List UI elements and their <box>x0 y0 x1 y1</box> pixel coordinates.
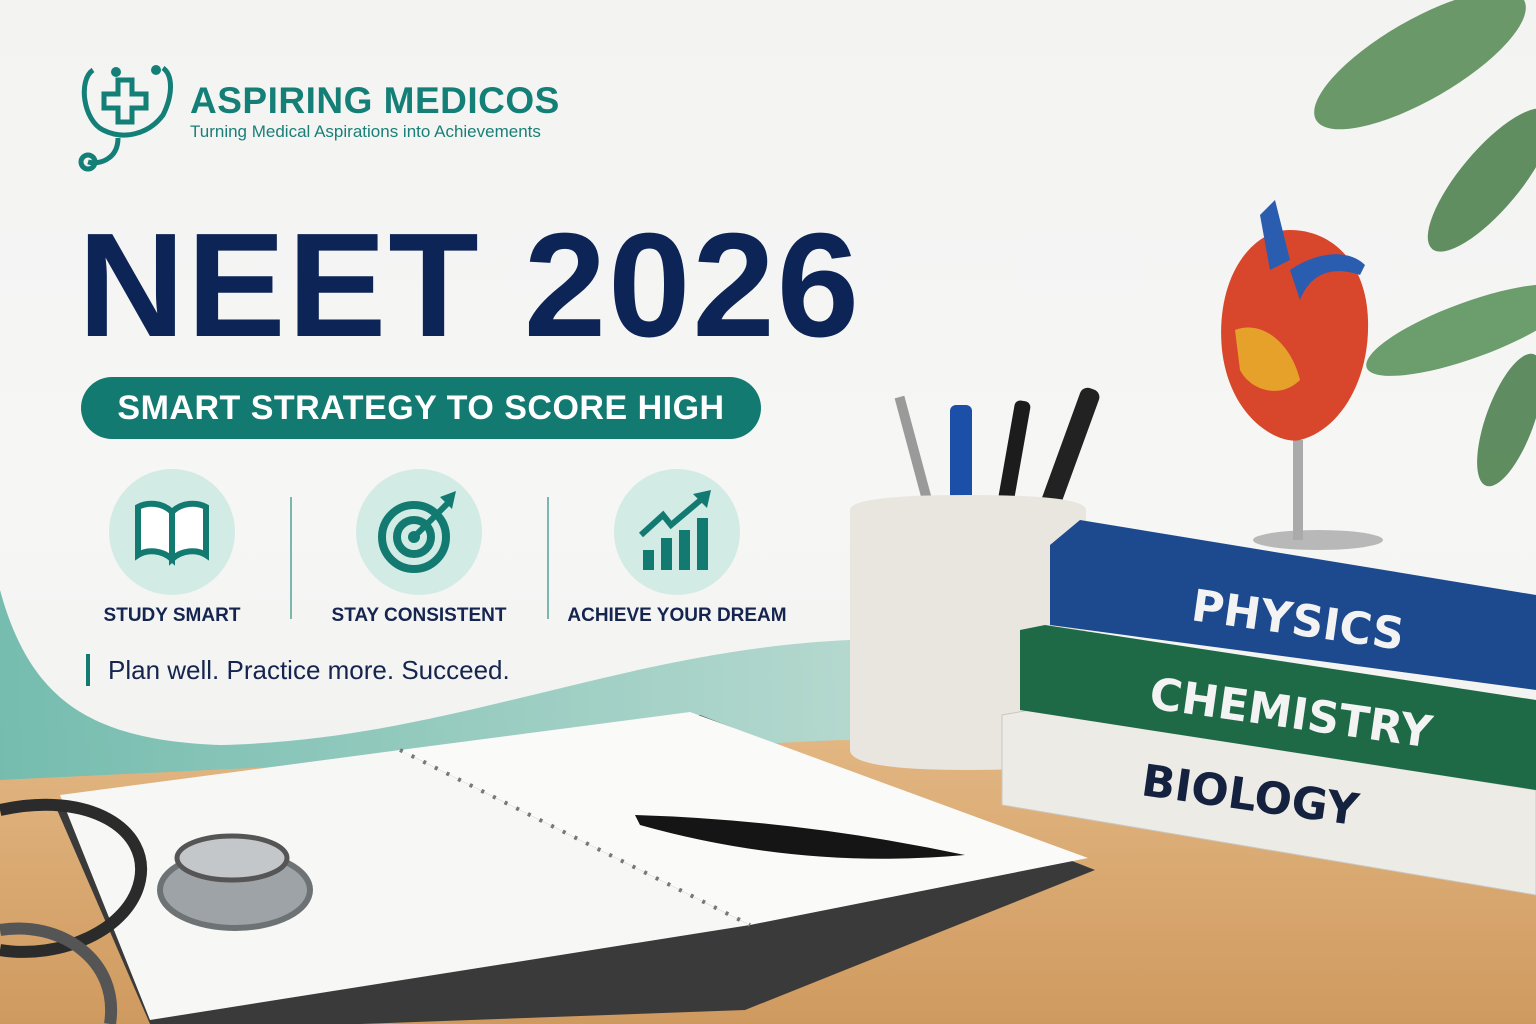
open-book-icon <box>109 469 235 595</box>
feature-achieve-dream: ACHIEVE YOUR DREAM <box>552 469 802 627</box>
logo-stethoscope-cross-icon <box>78 65 173 172</box>
headline: NEET 2026 <box>78 203 862 368</box>
brand-tagline: Turning Medical Aspirations into Achieve… <box>190 122 541 141</box>
feature-label: STUDY SMART <box>103 605 241 626</box>
plant-leaves <box>1314 0 1536 487</box>
book-stack: PHYSICS CHEMISTRY BIOLOGY <box>1001 520 1536 896</box>
brand-name: ASPIRING MEDICOS <box>190 80 560 121</box>
subheadline-banner: SMART STRATEGY TO SCORE HIGH <box>81 377 761 439</box>
motto-accent-bar <box>86 654 90 686</box>
target-arrow-icon <box>356 469 482 595</box>
feature-label: ACHIEVE YOUR DREAM <box>567 605 787 626</box>
feature-stay-consistent: STAY CONSISTENT <box>294 469 544 627</box>
motto: Plan well. Practice more. Succeed. <box>108 655 510 685</box>
stethoscope <box>0 798 313 1024</box>
feature-label: STAY CONSISTENT <box>331 605 507 626</box>
divider <box>290 497 292 619</box>
heart-model <box>1221 200 1383 550</box>
notebook <box>55 712 1095 1024</box>
growth-chart-icon <box>614 469 740 595</box>
divider <box>547 497 549 619</box>
feature-study-smart: STUDY SMART <box>47 469 297 627</box>
